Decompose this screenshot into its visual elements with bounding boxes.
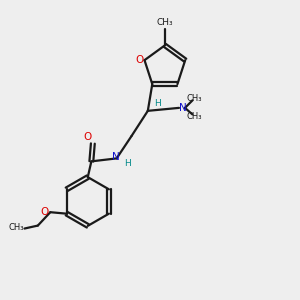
Text: CH₃: CH₃ bbox=[8, 224, 24, 232]
Text: CH₃: CH₃ bbox=[157, 18, 173, 27]
Text: O: O bbox=[135, 55, 143, 65]
Text: N: N bbox=[179, 103, 187, 113]
Text: H: H bbox=[124, 159, 131, 168]
Text: CH₃: CH₃ bbox=[187, 94, 202, 103]
Text: O: O bbox=[41, 207, 49, 217]
Text: CH₃: CH₃ bbox=[187, 112, 202, 121]
Text: H: H bbox=[154, 99, 161, 108]
Text: N: N bbox=[112, 152, 120, 162]
Text: O: O bbox=[83, 132, 92, 142]
